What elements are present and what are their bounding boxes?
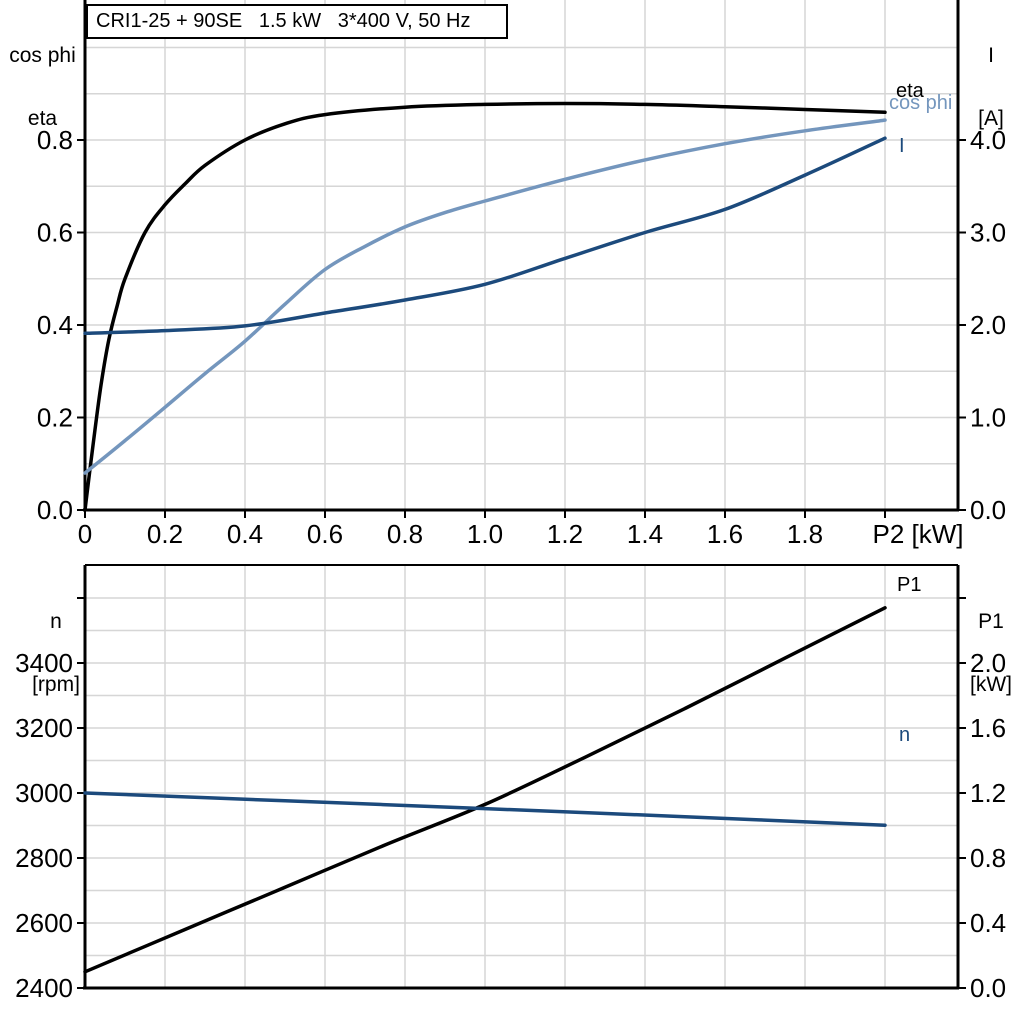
- chart-title-box: CRI1-25 + 90SE 1.5 kW 3*400 V, 50 Hz: [86, 4, 508, 39]
- chart-title: CRI1-25 + 90SE 1.5 kW 3*400 V, 50 Hz: [96, 10, 471, 32]
- left-tick-label: 0.0: [37, 495, 73, 525]
- left-tick-label: 0.6: [37, 218, 73, 248]
- axis-title-p1-unit: [kW]: [970, 673, 1012, 696]
- bottom-right-axis-title: P1 [kW]: [958, 569, 1024, 737]
- top-left-axis-title: cos phi eta: [0, 3, 85, 171]
- curve-cos-phi: [83, 118, 887, 475]
- right-tick-label: 0.0: [970, 973, 1006, 1003]
- axis-title-speed-unit: [rpm]: [32, 673, 80, 696]
- current-curve-label: I: [899, 135, 905, 157]
- right-tick-label: 0.4: [970, 908, 1006, 938]
- right-tick-label: 1.2: [970, 778, 1006, 808]
- right-tick-label: 0.0: [970, 495, 1006, 525]
- axis-title-speed: n: [50, 610, 62, 633]
- right-tick-label: 1.6: [970, 713, 1006, 743]
- x-tick-label: 0.6: [307, 519, 343, 549]
- right-tick-label: 4.0: [970, 125, 1006, 155]
- x-tick-label: 1.0: [467, 519, 503, 549]
- left-tick-label: 3000: [15, 778, 73, 808]
- x-tick-label: 0.2: [147, 519, 183, 549]
- top-right-axis-title: I [A]: [958, 3, 1024, 171]
- left-tick-label: 3200: [15, 713, 73, 743]
- left-tick-label: 2600: [15, 908, 73, 938]
- axis-title-cos-phi: cos phi: [9, 44, 76, 67]
- curve-P1: [83, 606, 887, 974]
- right-tick-label: 2.0: [970, 310, 1006, 340]
- x-tick-label: 1.8: [787, 519, 823, 549]
- axis-title-current-unit: [A]: [978, 107, 1004, 130]
- right-tick-label: 1.0: [970, 403, 1006, 433]
- x-tick-label: 0: [78, 519, 92, 549]
- right-tick-label: 3.0: [970, 218, 1006, 248]
- eta-curve-label: eta: [896, 80, 924, 102]
- p1-curve-label: P1: [897, 574, 922, 596]
- axis-title-eta: eta: [27, 107, 58, 130]
- curve-n: [83, 791, 887, 827]
- x-tick-label: 0.8: [387, 519, 423, 549]
- left-tick-label: 0.4: [37, 310, 73, 340]
- x-axis-title: P2 [kW]: [872, 519, 963, 549]
- n-curve-label: n: [899, 724, 911, 746]
- left-tick-label: 0.2: [37, 403, 73, 433]
- cos-phi-curve-label: cos phi: [889, 92, 953, 114]
- axis-title-current: I: [988, 44, 994, 67]
- x-tick-label: 1.6: [707, 519, 743, 549]
- x-tick-label: 0.4: [227, 519, 263, 549]
- right-tick-label: 2.0: [970, 648, 1006, 678]
- curve-I: [83, 136, 887, 336]
- x-tick-label: 1.2: [547, 519, 583, 549]
- left-tick-label: 3400: [15, 648, 73, 678]
- bottom-left-axis-title: n [rpm]: [8, 569, 104, 737]
- axis-title-p1: P1: [978, 610, 1004, 633]
- left-tick-label: 2400: [15, 973, 73, 1003]
- left-tick-label: 2800: [15, 843, 73, 873]
- x-tick-label: 1.4: [627, 519, 663, 549]
- right-tick-label: 0.8: [970, 843, 1006, 873]
- left-tick-label: 0.8: [37, 125, 73, 155]
